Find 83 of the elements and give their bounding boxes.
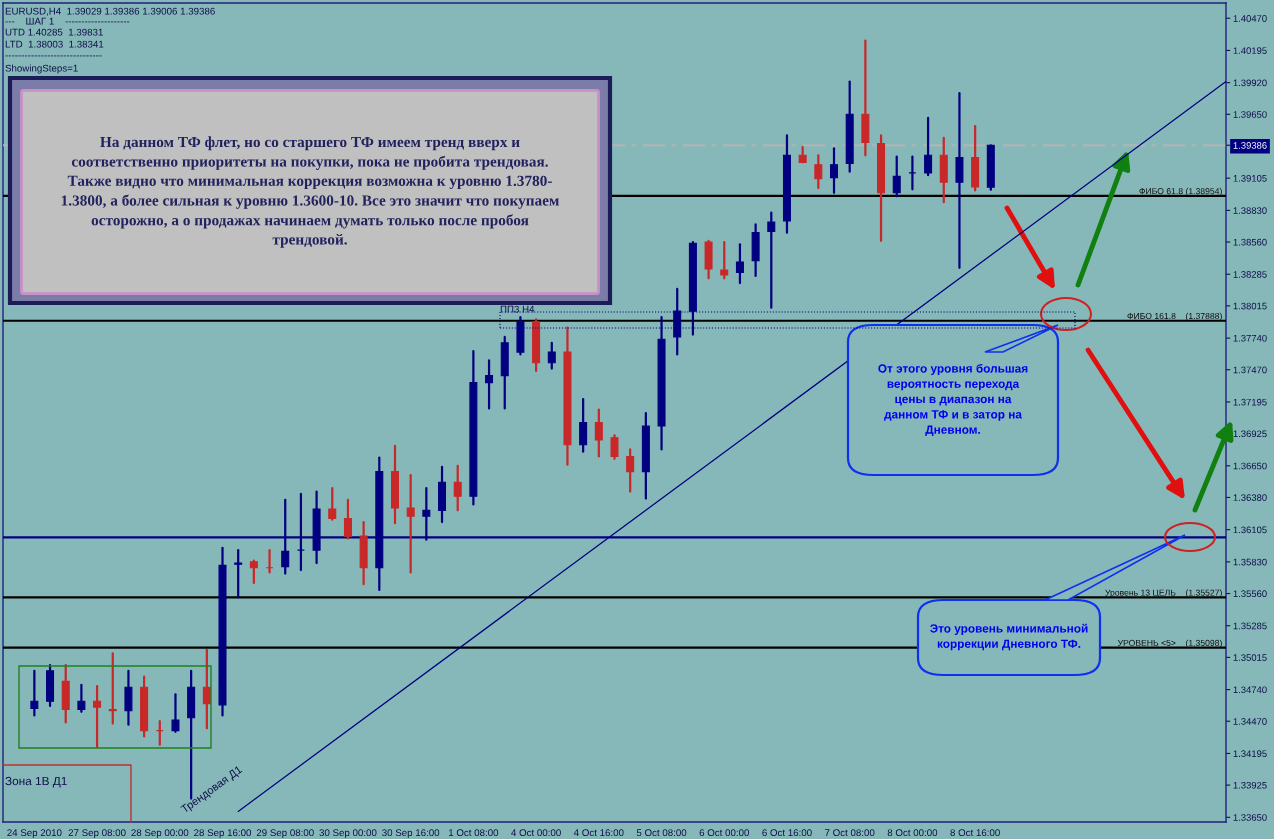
y-tick-label: 1.34740 — [1233, 686, 1267, 694]
candlestick — [892, 155, 901, 198]
y-tick-label: 1.35285 — [1233, 622, 1267, 630]
annotation: EURUSD,H4 1.39029 1.39386 1.39006 1.39386 — [5, 7, 215, 16]
y-tick-label: 1.38830 — [1233, 207, 1267, 214]
annotation: На данном ТФ флет, но со старшего ТФ имеем тренд вверх и соответственно приоритеты на покупки, пока не пробита трендовая. Также видно что минимальная коррекция возможна к уровню 1.3780- 1.3800, а более сильная к уровню 1.3600-10. Все это значит что покупаем осторожно, а о продажах начинаем думать только после пробоя трендовой. — [61, 136, 559, 248]
y-tick-label: 1.40470 — [1233, 15, 1267, 22]
candlestick — [485, 359, 494, 410]
x-tick-label: 7 Oct 08:00 — [825, 829, 875, 837]
x-tick-label: 6 Oct 16:00 — [762, 829, 812, 837]
candlestick — [767, 211, 776, 309]
x-tick-label: 28 Sep 00:00 — [131, 829, 189, 839]
candlestick — [406, 474, 415, 574]
y-tick-label: 1.36650 — [1233, 462, 1267, 470]
annotation: Это уровень минимальной коррекции Дневного ТФ. — [930, 623, 1088, 651]
candlestick — [830, 147, 839, 194]
y-tick-label: 1.33925 — [1233, 781, 1267, 789]
annotation: ------------------------------ — [5, 55, 102, 57]
ref-line-label: ФИБО 161.8 (1.37888) — [1127, 312, 1222, 321]
x-tick-label: 4 Oct 00:00 — [511, 829, 561, 837]
x-tick-label: 4 Oct 16:00 — [573, 829, 624, 837]
candlestick — [328, 486, 337, 521]
y-tick-label: 1.37740 — [1233, 334, 1267, 342]
y-tick-label: 1.38285 — [1233, 271, 1267, 278]
ref-line-label: ФИБО 61.8 (1.38954) — [1139, 187, 1222, 196]
y-tick-label: 1.33650 — [1233, 814, 1267, 821]
candlestick — [626, 448, 635, 493]
candlestick — [249, 559, 258, 585]
y-tick-label: 1.35560 — [1233, 590, 1267, 598]
candlestick — [908, 155, 917, 191]
y-tick-label: 1.34195 — [1233, 750, 1267, 757]
ref-line-label: Уровень 13 ЦЕЛЬ (1.35527) — [1105, 589, 1222, 598]
x-tick-label: 6 Oct 00:00 — [699, 829, 750, 837]
x-tick-label: 28 Sep 16:00 — [194, 829, 252, 839]
candlestick — [610, 434, 619, 460]
candlestick — [171, 693, 180, 733]
candlestick — [594, 408, 603, 458]
x-tick-label: 8 Oct 00:00 — [887, 829, 938, 837]
x-tick-label: 30 Sep 16:00 — [382, 829, 440, 839]
ref-line-label: УРОВЕНЬ <5> (1.35098) — [1117, 639, 1222, 648]
y-tick-label: 1.40195 — [1233, 47, 1267, 54]
candlestick — [234, 549, 243, 599]
y-tick-label: 1.36925 — [1233, 430, 1267, 438]
candlestick — [814, 154, 823, 190]
y-tick-label: 1.39105 — [1233, 174, 1267, 182]
x-tick-label: 24 Sep 2010 — [7, 829, 62, 839]
y-tick-label: 1.36105 — [1233, 526, 1267, 534]
y-tick-label: 1.38015 — [1233, 302, 1267, 310]
y-tick-label: 1.34470 — [1233, 718, 1267, 725]
candlestick — [579, 397, 588, 453]
y-tick-label: 1.37195 — [1233, 398, 1267, 406]
candlestick — [77, 683, 86, 713]
candlestick — [720, 240, 729, 280]
candlestick — [30, 669, 39, 717]
candlestick — [453, 464, 462, 512]
y-tick-label: 1.35015 — [1233, 654, 1267, 661]
candlestick — [108, 652, 117, 725]
y-tick-label: 1.39920 — [1233, 79, 1267, 87]
annotation: ShowingSteps=1 — [5, 64, 78, 74]
annotation: ПП3 Н4 — [500, 305, 535, 313]
annotation: UTD 1.40285 1.39831 — [5, 28, 103, 36]
candlestick — [343, 498, 352, 540]
annotation: LTD 1.38003 1.38341 — [5, 40, 104, 48]
x-tick-label: 8 Oct 16:00 — [950, 829, 1000, 837]
y-tick-label: 1.39386 — [1233, 142, 1267, 149]
candlestick — [124, 669, 133, 726]
annotation: Зона 1В Д1 — [5, 776, 67, 788]
annotation: --- ШАГ 1 -------------------- — [5, 17, 130, 25]
candlestick — [93, 684, 102, 749]
candlestick — [547, 341, 556, 370]
candlestick — [924, 116, 933, 177]
annotation: От этого уровня большая вероятность перехода цены в диапазон на данном ТФ и в затор на Дневном. — [878, 363, 1028, 437]
y-tick-label: 1.35830 — [1233, 558, 1267, 566]
x-tick-label: 27 Sep 08:00 — [68, 829, 126, 839]
y-tick-label: 1.39650 — [1233, 111, 1267, 118]
candlestick — [735, 243, 744, 285]
y-tick-label: 1.38560 — [1233, 238, 1267, 246]
y-tick-label: 1.36380 — [1233, 494, 1267, 501]
x-tick-label: 1 Oct 08:00 — [449, 829, 499, 837]
x-tick-label: 29 Sep 08:00 — [256, 829, 314, 839]
x-tick-label: 30 Sep 00:00 — [319, 829, 377, 839]
y-tick-label: 1.37470 — [1233, 366, 1267, 374]
x-tick-label: 5 Oct 08:00 — [636, 829, 687, 837]
